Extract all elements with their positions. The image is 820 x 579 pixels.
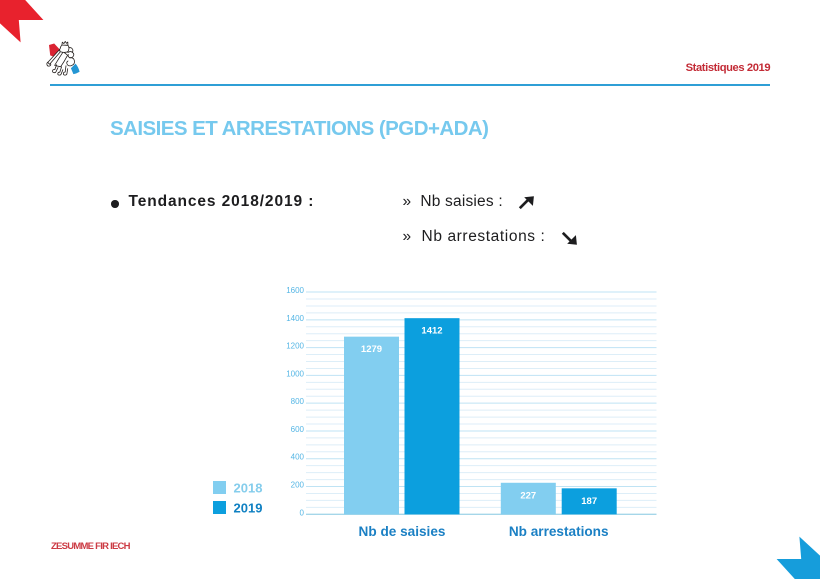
svg-text:1000: 1000	[286, 369, 304, 378]
svg-text:400: 400	[291, 453, 305, 462]
svg-text:2018: 2018	[234, 481, 263, 496]
svg-text:1600: 1600	[286, 286, 304, 295]
svg-text:2019: 2019	[234, 501, 263, 516]
svg-text:Nb arrestations: Nb arrestations	[509, 524, 609, 539]
svg-text:800: 800	[291, 397, 305, 406]
svg-text:600: 600	[291, 425, 305, 434]
svg-text:187: 187	[581, 496, 597, 507]
svg-text:1200: 1200	[286, 342, 304, 351]
svg-text:227: 227	[520, 490, 536, 501]
svg-text:200: 200	[291, 481, 305, 490]
svg-text:1400: 1400	[286, 314, 304, 323]
svg-text:0: 0	[300, 508, 305, 517]
svg-text:Nb de saisies: Nb de saisies	[359, 524, 446, 539]
svg-text:1279: 1279	[361, 344, 382, 355]
svg-text:1412: 1412	[421, 326, 442, 337]
